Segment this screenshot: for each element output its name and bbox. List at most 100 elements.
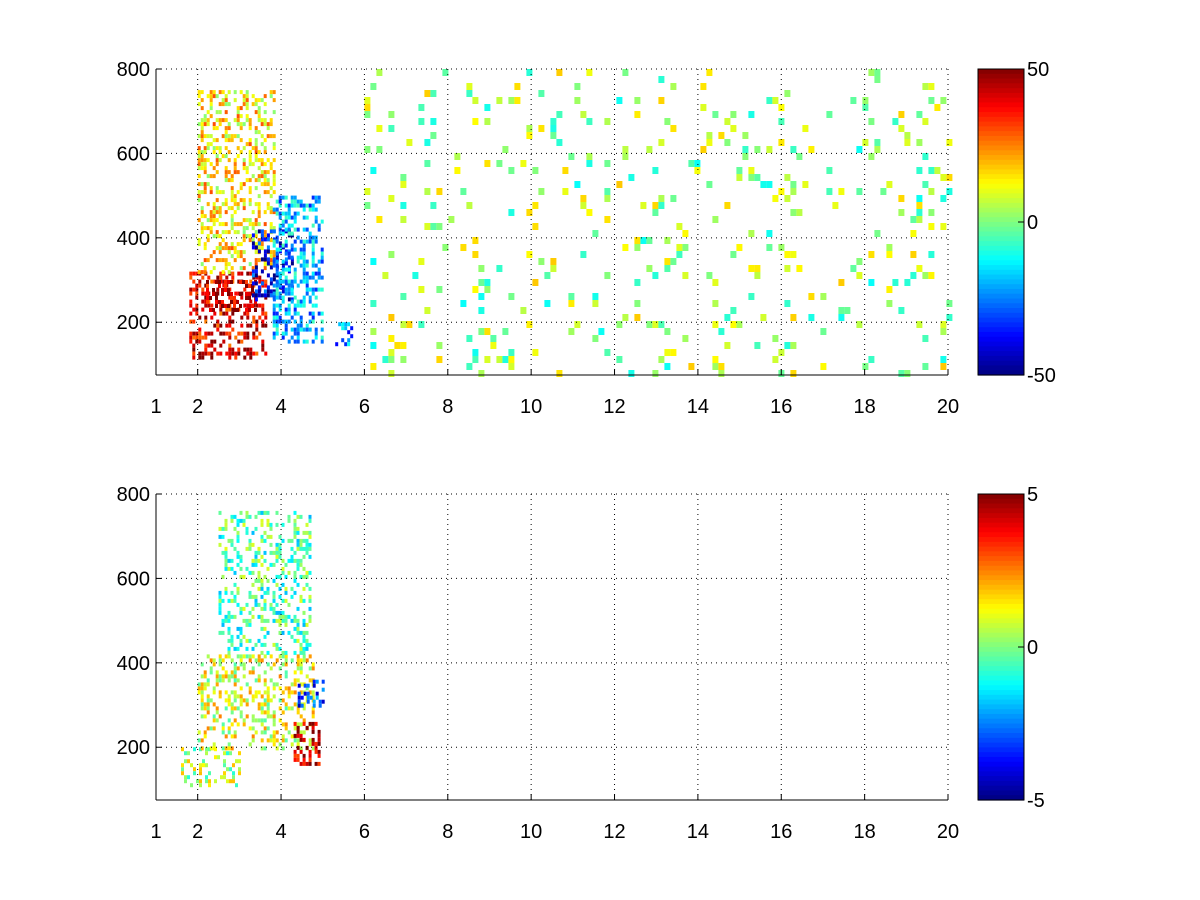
- heatmap-cell-1: [254, 690, 258, 695]
- heatmap-cell-1: [269, 678, 273, 683]
- heatmap-cell-2: [254, 598, 258, 603]
- heatmap-cell-2: [236, 634, 240, 639]
- heatmap-cell-2: [227, 626, 231, 631]
- heatmap-cell-6: [904, 139, 911, 146]
- heatmap-cell-2: [239, 266, 243, 271]
- heatmap-cell-6: [604, 188, 611, 195]
- heatmap-cell-2: [299, 546, 303, 551]
- heatmap-cell-3: [287, 265, 291, 270]
- heatmap-cell-2: [302, 554, 306, 559]
- heatmap-cell-6: [862, 139, 869, 146]
- heatmap-cell-6: [658, 202, 665, 209]
- colorbar-tick-label: -50: [1027, 365, 1056, 387]
- heatmap-cell-1: [233, 300, 236, 304]
- heatmap-cell-6: [424, 307, 431, 314]
- colorbar-swatch: [978, 88, 1024, 94]
- heatmap-cell-3: [260, 257, 264, 262]
- heatmap-cell-2: [254, 558, 258, 563]
- heatmap-cell-1: [245, 284, 248, 288]
- heatmap-cell-2: [221, 258, 225, 263]
- heatmap-cell-2: [269, 522, 273, 527]
- heatmap-cell-0: [216, 351, 220, 356]
- heatmap-cell-6: [406, 321, 413, 328]
- heatmap-cell-2: [209, 270, 213, 275]
- heatmap-cell-4: [293, 303, 297, 308]
- colorbar-swatch: [978, 517, 1024, 524]
- heatmap-cell-2: [227, 170, 231, 175]
- heatmap-cell-4: [315, 691, 319, 696]
- heatmap-cell-2: [218, 206, 222, 211]
- heatmap-cell-0: [210, 331, 214, 336]
- heatmap-cell-3: [269, 229, 273, 234]
- heatmap-cell-0: [255, 319, 259, 324]
- heatmap-cell-0: [223, 763, 226, 768]
- heatmap-cell-2: [212, 210, 216, 215]
- colorbar-swatch: [978, 599, 1024, 605]
- heatmap-cell-6: [712, 363, 719, 370]
- heatmap-cell-0: [193, 747, 196, 752]
- heatmap-cell-4: [311, 315, 315, 320]
- heatmap-cell-1: [284, 658, 288, 663]
- heatmap-cell-6: [628, 370, 635, 377]
- heatmap-cell-1: [296, 666, 300, 671]
- heatmap-cell-0: [189, 287, 193, 292]
- heatmap-cell-4: [302, 279, 306, 284]
- heatmap-cell-1: [251, 698, 255, 703]
- colorbar-swatch: [978, 126, 1024, 132]
- heatmap-cell-1: [224, 706, 228, 711]
- heatmap-cell-2: [293, 522, 297, 527]
- heatmap-cell-2: [278, 550, 282, 555]
- heatmap-cell-2: [248, 638, 252, 643]
- heatmap-cell-2: [218, 190, 222, 195]
- heatmap-cell-2: [290, 586, 294, 591]
- heatmap-cell-6: [790, 314, 797, 321]
- heatmap-cell-1: [212, 288, 215, 292]
- heatmap-cell-6: [388, 356, 395, 363]
- heatmap-cell-2: [197, 218, 201, 223]
- heatmap-cell-6: [748, 265, 755, 272]
- heatmap-cell-1: [254, 300, 257, 304]
- heatmap-cell-3: [299, 733, 303, 738]
- colorbar-tick-label: 0: [1027, 637, 1038, 659]
- heatmap-cell-2: [197, 122, 201, 127]
- heatmap-cell-2: [266, 650, 270, 655]
- colorbar-swatch: [978, 709, 1024, 715]
- heatmap-cell-2: [239, 638, 243, 643]
- heatmap-cell-4: [284, 215, 288, 220]
- heatmap-cell-4: [321, 679, 325, 684]
- heatmap-cell-2: [254, 142, 258, 147]
- heatmap-cell-2: [242, 198, 246, 203]
- heatmap-cell-2: [200, 130, 204, 135]
- heatmap-cell-2: [293, 578, 297, 583]
- heatmap-cell-4: [302, 247, 306, 252]
- heatmap-cell-0: [192, 307, 196, 312]
- heatmap-cell-2: [272, 550, 276, 555]
- heatmap-cell-2: [218, 630, 222, 635]
- heatmap-cell-6: [556, 69, 563, 76]
- heatmap-cell-6: [856, 272, 863, 279]
- colorbar-swatch: [978, 116, 1024, 123]
- heatmap-cell-6: [670, 83, 677, 90]
- heatmap-cell-1: [263, 682, 267, 687]
- heatmap-cell-2: [260, 562, 264, 567]
- heatmap-cell-6: [682, 230, 689, 237]
- heatmap-cell-1: [233, 296, 236, 300]
- heatmap-cell-2: [284, 618, 288, 623]
- heatmap-cell-2: [236, 554, 240, 559]
- heatmap-cell-1: [260, 718, 264, 723]
- heatmap-cell-2: [209, 214, 213, 219]
- heatmap-cell-4: [281, 219, 285, 224]
- heatmap-cell-0: [231, 351, 235, 356]
- heatmap-cell-1: [311, 690, 315, 695]
- colorbar-swatch: [978, 508, 1024, 514]
- heatmap-cell-2: [209, 102, 213, 107]
- heatmap-cell-1: [233, 678, 237, 683]
- colorbar-swatch: [978, 780, 1024, 787]
- heatmap-cell-2: [266, 134, 270, 139]
- heatmap-cell-2: [233, 614, 237, 619]
- heatmap-cell-2: [242, 634, 246, 639]
- heatmap-cell-2: [254, 562, 258, 567]
- heatmap-cell-0: [261, 311, 265, 316]
- heatmap-cell-6: [622, 153, 629, 160]
- heatmap-cell-1: [266, 702, 270, 707]
